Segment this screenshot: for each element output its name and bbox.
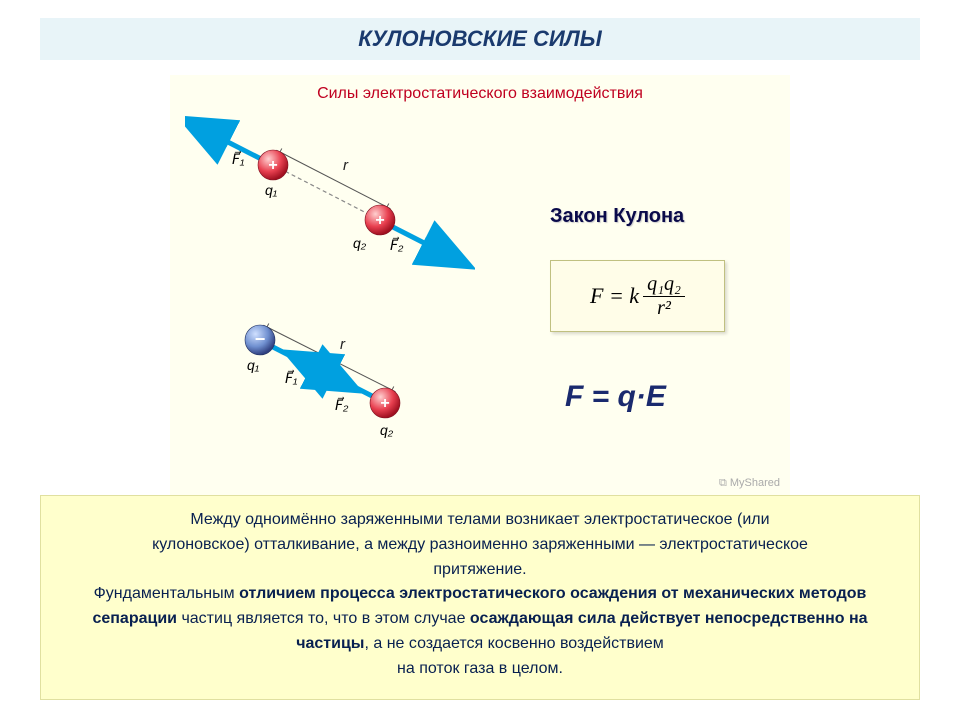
desc-text: на поток газа в целом. — [397, 660, 563, 677]
formula-lhs: F = k — [590, 283, 639, 309]
connector-line — [273, 165, 380, 220]
diagram-subtitle: Силы электростатического взаимодействия — [170, 85, 790, 103]
distance-label: r — [340, 336, 346, 353]
description-box: Между одноимённо заряженными телами возн… — [40, 495, 920, 700]
formula-denominator: r² — [653, 297, 675, 320]
formula-numerator: q₁q₂ — [643, 273, 685, 297]
field-formula: F = q·E — [565, 380, 666, 414]
force1-label: F⃗₁ — [232, 150, 245, 167]
charge-q1-sign: + — [268, 157, 277, 174]
desc-text: кулоновское) отталкивание, а между разно… — [152, 536, 808, 553]
distance-line — [280, 152, 387, 207]
header-bar: КУЛОНОВСКИЕ СИЛЫ — [40, 18, 920, 60]
q2-label: q₂ — [353, 235, 367, 251]
force-arrow-1 — [269, 345, 320, 371]
q1-label: q₁ — [247, 357, 260, 373]
watermark: ⧉ MyShared — [719, 477, 780, 490]
law-title: Закон Кулона — [550, 205, 684, 228]
diagram-panel: Силы электростатического взаимодействия … — [170, 75, 790, 495]
attraction-diagram: r − + q₁ F⃗₁ F⃗₂ q₂ — [185, 295, 475, 455]
repulsion-diagram: r + + F⃗₁ q₁ q₂ F⃗₂ — [185, 110, 475, 270]
desc-text: , а не создается косвенно воздействием — [364, 635, 663, 652]
formula-fraction: q₁q₂ r² — [643, 273, 685, 320]
charge-q1-sign: − — [255, 329, 266, 349]
force1-label: F⃗₁ — [285, 369, 298, 386]
page-title: КУЛОНОВСКИЕ СИЛЫ — [358, 26, 602, 52]
charge-q2-sign: + — [380, 395, 389, 412]
description-paragraph-1: Между одноимённо заряженными телами возн… — [63, 508, 897, 582]
desc-text: частиц является то, что в этом случае — [177, 610, 470, 627]
desc-text: Между одноимённо заряженными телами возн… — [190, 511, 769, 528]
coulomb-formula-box: F = k q₁q₂ r² — [550, 260, 725, 332]
q2-label: q₂ — [380, 422, 394, 438]
force2-label: F⃗₂ — [335, 396, 349, 413]
distance-label: r — [343, 157, 349, 174]
charge-q2-sign: + — [375, 212, 384, 229]
desc-text: Фундаментальным — [94, 585, 239, 602]
desc-text: притяжение. — [433, 561, 526, 578]
force-arrow-2 — [325, 372, 376, 398]
force2-label: F⃗₂ — [390, 236, 404, 253]
q1-label: q₁ — [265, 182, 278, 198]
description-paragraph-2: Фундаментальным отличием процесса электр… — [63, 582, 897, 681]
